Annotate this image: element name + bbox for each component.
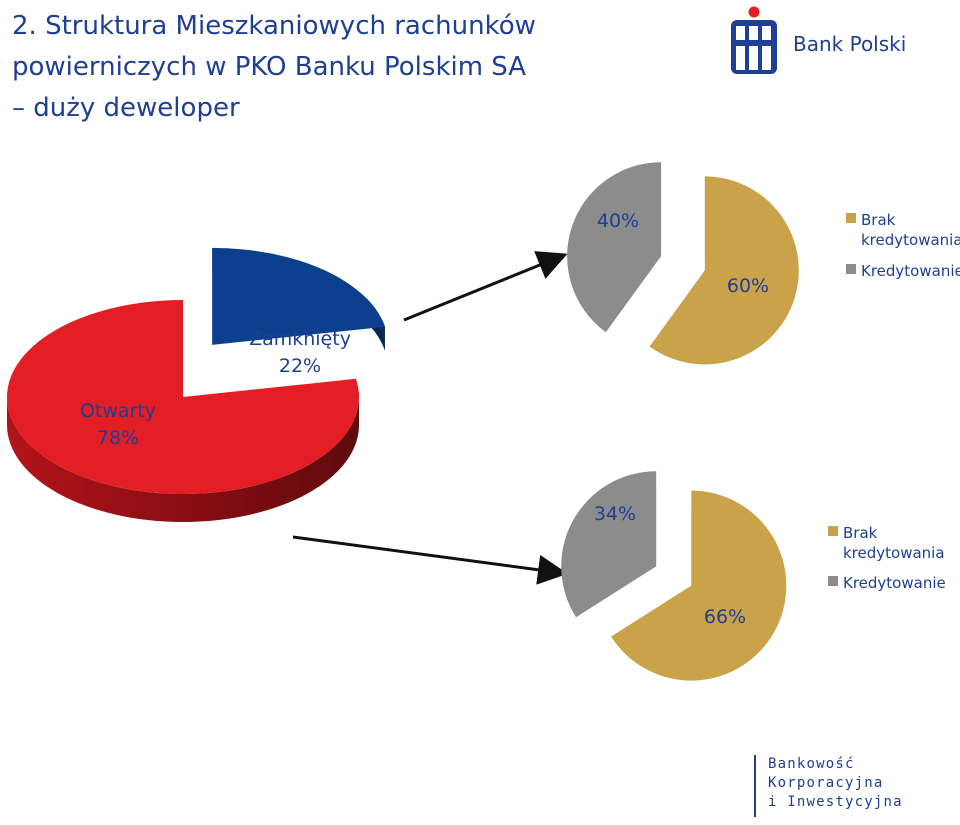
zamkniety-slice xyxy=(212,247,385,345)
otwarty-value-label: 78% xyxy=(97,427,139,449)
legend-kredytowanie-label-top: Kredytowanie xyxy=(861,262,960,280)
kredytowanie-slice-bottom xyxy=(561,471,657,618)
brak-kredytowania-slice-top xyxy=(649,176,799,365)
legend-brak-label-bottom-1: Brak xyxy=(843,524,878,542)
pko-logo: Bank Polski xyxy=(728,6,938,78)
footer-line-3: i Inwestycyjna xyxy=(768,794,903,810)
title-line-2: powierniczych w PKO Banku Polskim SA xyxy=(12,52,527,82)
legend-brak-label-bottom-2: kredytowania xyxy=(843,544,945,562)
zamkniety-label: Zamknięty xyxy=(249,328,351,350)
footer-line-1: Bankowość xyxy=(768,756,855,772)
legend-brak-label-top-2: kredytowania xyxy=(861,231,960,249)
brak-kredytowania-slice-bottom xyxy=(611,490,787,681)
brak-value-top: 60% xyxy=(727,275,769,297)
kredytowanie-slice-top xyxy=(567,162,662,333)
title-line-3: – duży deweloper xyxy=(12,93,240,123)
page-title: 2. Struktura Mieszkaniowych rachunków po… xyxy=(12,6,612,129)
legend-kredytowanie-label-bottom: Kredytowanie xyxy=(843,574,946,592)
otwarty-breakdown-pie: 34% 66% xyxy=(561,471,787,681)
kredytowanie-value-bottom: 34% xyxy=(594,503,636,525)
legend-brak-swatch-bottom xyxy=(828,526,838,536)
footer-line-2: Korporacyjna xyxy=(768,775,884,791)
kredytowanie-value-top: 40% xyxy=(597,210,639,232)
zamkniety-breakdown-pie: 40% 60% xyxy=(567,162,799,365)
footer-division-name: Bankowość Korporacyjna i Inwestycyjna xyxy=(754,755,903,817)
pko-logo-icon xyxy=(731,6,777,74)
brak-value-bottom: 66% xyxy=(704,606,746,628)
legend-kredytowanie-swatch-bottom xyxy=(828,576,838,586)
arrow-to-top-pie xyxy=(403,251,568,322)
legend-brak-label-top-1: Brak xyxy=(861,211,896,229)
otwarty-label: Otwarty xyxy=(80,400,156,422)
legend-top: Brak kredytowania Kredytowanie xyxy=(846,211,960,280)
arrow-to-bottom-pie xyxy=(292,535,568,585)
legend-bottom: Brak kredytowania Kredytowanie xyxy=(828,524,946,592)
zamkniety-value-label: 22% xyxy=(279,355,321,377)
title-line-1: 2. Struktura Mieszkaniowych rachunków xyxy=(12,11,536,41)
logo-text: Bank Polski xyxy=(793,32,907,56)
legend-kredytowanie-swatch-top xyxy=(846,264,856,274)
legend-brak-swatch-top xyxy=(846,213,856,223)
otwarty-slice-side xyxy=(7,397,359,522)
otwarty-slice xyxy=(7,300,360,494)
main-pie-3d: Otwarty 78% Zamknięty 22% xyxy=(7,247,385,522)
